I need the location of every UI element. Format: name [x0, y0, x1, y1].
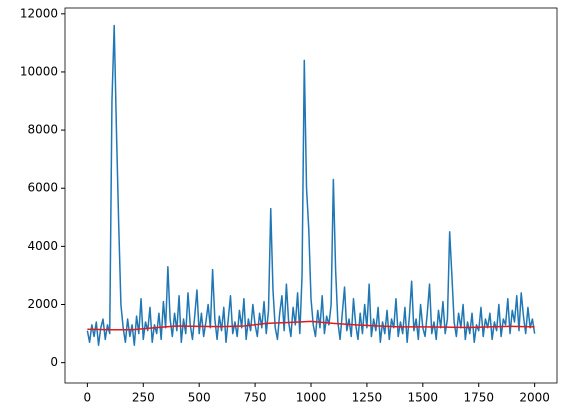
data-line [86, 24, 536, 346]
x-tick-label: 1500 [408, 391, 439, 405]
y-tick-label: 12000 [20, 6, 58, 20]
x-tick-label: 500 [188, 391, 211, 405]
y-tick-label: 4000 [27, 239, 58, 253]
x-tick-label: 0 [84, 391, 92, 405]
y-tick-label: 8000 [27, 123, 58, 137]
x-tick-label: 1000 [296, 391, 327, 405]
x-tick-label: 1750 [463, 391, 494, 405]
y-tick-label: 0 [50, 355, 58, 369]
y-tick-label: 2000 [27, 297, 58, 311]
data-line [87, 320, 535, 331]
x-tick-label: 750 [244, 391, 267, 405]
x-tick-label: 2000 [519, 391, 550, 405]
y-tick-label: 6000 [27, 181, 58, 195]
y-tick-label: 10000 [20, 64, 58, 78]
x-tick-label: 1250 [352, 391, 383, 405]
x-tick-label: 250 [132, 391, 155, 405]
plot-frame [64, 7, 558, 384]
